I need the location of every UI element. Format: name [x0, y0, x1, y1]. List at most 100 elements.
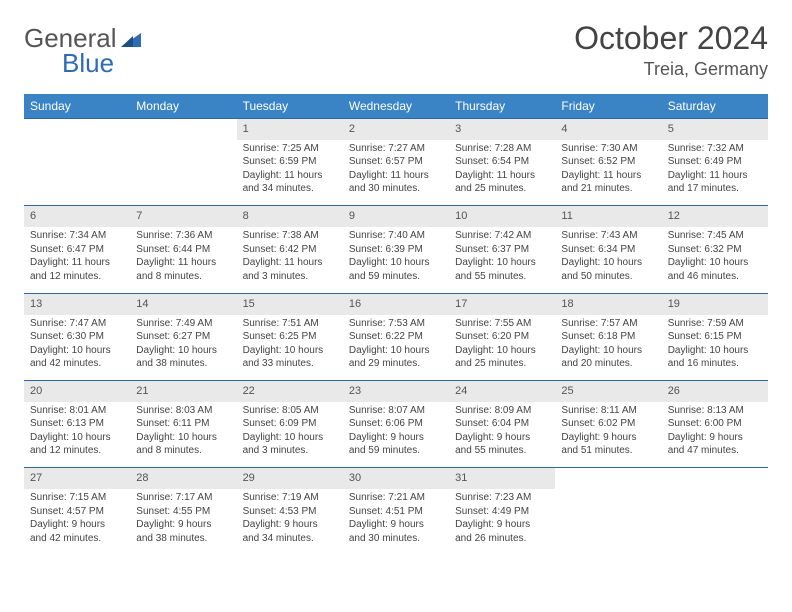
daylight-text: Daylight: 10 hours — [30, 344, 124, 358]
day-number: 22 — [237, 381, 343, 402]
sunset-text: Sunset: 6:20 PM — [455, 330, 549, 344]
daylight-text-2: and 17 minutes. — [668, 182, 762, 196]
sunset-text: Sunset: 6:18 PM — [561, 330, 655, 344]
sunset-text: Sunset: 6:25 PM — [243, 330, 337, 344]
daylight-text: Daylight: 11 hours — [349, 169, 443, 183]
sunset-text: Sunset: 6:59 PM — [243, 155, 337, 169]
sunrise-text: Sunrise: 8:13 AM — [668, 404, 762, 418]
sunset-text: Sunset: 6:42 PM — [243, 243, 337, 257]
day-content-row: Sunrise: 8:01 AMSunset: 6:13 PMDaylight:… — [24, 402, 768, 468]
sunrise-text: Sunrise: 7:23 AM — [455, 491, 549, 505]
daylight-text: Daylight: 10 hours — [136, 431, 230, 445]
sunset-text: Sunset: 4:51 PM — [349, 505, 443, 519]
sunrise-text: Sunrise: 7:43 AM — [561, 229, 655, 243]
sunrise-text: Sunrise: 7:38 AM — [243, 229, 337, 243]
daylight-text-2: and 59 minutes. — [349, 270, 443, 284]
day-number — [130, 119, 236, 140]
daylight-text-2: and 12 minutes. — [30, 270, 124, 284]
daylight-text: Daylight: 9 hours — [136, 518, 230, 532]
weekday-header: Wednesday — [343, 94, 449, 119]
sunrise-text: Sunrise: 7:30 AM — [561, 142, 655, 156]
daylight-text-2: and 3 minutes. — [243, 444, 337, 458]
day-cell: Sunrise: 7:34 AMSunset: 6:47 PMDaylight:… — [24, 227, 130, 293]
daylight-text-2: and 25 minutes. — [455, 182, 549, 196]
sunrise-text: Sunrise: 7:19 AM — [243, 491, 337, 505]
day-cell — [662, 489, 768, 555]
daylight-text: Daylight: 9 hours — [243, 518, 337, 532]
day-cell: Sunrise: 7:28 AMSunset: 6:54 PMDaylight:… — [449, 140, 555, 206]
sunrise-text: Sunrise: 7:27 AM — [349, 142, 443, 156]
sunset-text: Sunset: 6:34 PM — [561, 243, 655, 257]
sunset-text: Sunset: 6:54 PM — [455, 155, 549, 169]
sunset-text: Sunset: 6:00 PM — [668, 417, 762, 431]
title-block: October 2024 Treia, Germany — [574, 20, 768, 80]
day-number: 10 — [449, 206, 555, 227]
weekday-header: Sunday — [24, 94, 130, 119]
day-number: 23 — [343, 381, 449, 402]
daylight-text: Daylight: 10 hours — [455, 256, 549, 270]
day-number: 19 — [662, 293, 768, 314]
daylight-text-2: and 50 minutes. — [561, 270, 655, 284]
daylight-text: Daylight: 9 hours — [668, 431, 762, 445]
day-number-row: 13141516171819 — [24, 293, 768, 314]
day-cell: Sunrise: 7:30 AMSunset: 6:52 PMDaylight:… — [555, 140, 661, 206]
weekday-header: Tuesday — [237, 94, 343, 119]
daylight-text-2: and 21 minutes. — [561, 182, 655, 196]
day-cell: Sunrise: 7:45 AMSunset: 6:32 PMDaylight:… — [662, 227, 768, 293]
day-number — [555, 468, 661, 489]
sunrise-text: Sunrise: 7:15 AM — [30, 491, 124, 505]
sunset-text: Sunset: 4:49 PM — [455, 505, 549, 519]
day-cell — [555, 489, 661, 555]
day-cell: Sunrise: 7:51 AMSunset: 6:25 PMDaylight:… — [237, 315, 343, 381]
sunrise-text: Sunrise: 7:47 AM — [30, 317, 124, 331]
day-number: 8 — [237, 206, 343, 227]
sunset-text: Sunset: 6:02 PM — [561, 417, 655, 431]
daylight-text: Daylight: 10 hours — [30, 431, 124, 445]
daylight-text: Daylight: 11 hours — [136, 256, 230, 270]
sunrise-text: Sunrise: 7:36 AM — [136, 229, 230, 243]
day-cell: Sunrise: 7:49 AMSunset: 6:27 PMDaylight:… — [130, 315, 236, 381]
daylight-text-2: and 59 minutes. — [349, 444, 443, 458]
day-number: 11 — [555, 206, 661, 227]
day-cell — [24, 140, 130, 206]
day-cell: Sunrise: 7:38 AMSunset: 6:42 PMDaylight:… — [237, 227, 343, 293]
day-cell: Sunrise: 8:09 AMSunset: 6:04 PMDaylight:… — [449, 402, 555, 468]
sunrise-text: Sunrise: 7:32 AM — [668, 142, 762, 156]
daylight-text: Daylight: 11 hours — [668, 169, 762, 183]
daylight-text-2: and 42 minutes. — [30, 357, 124, 371]
day-content-row: Sunrise: 7:15 AMSunset: 4:57 PM Daylight:… — [24, 489, 768, 555]
day-cell: Sunrise: 7:23 AMSunset: 4:49 PMDaylight:… — [449, 489, 555, 555]
sunset-text: Sunset: 6:11 PM — [136, 417, 230, 431]
daylight-text: Daylight: 11 hours — [561, 169, 655, 183]
day-number: 12 — [662, 206, 768, 227]
daylight-text-2: and 55 minutes. — [455, 270, 549, 284]
month-title: October 2024 — [574, 20, 768, 57]
daylight-text: Daylight: 11 hours — [243, 256, 337, 270]
day-number: 13 — [24, 293, 130, 314]
day-number-row: 2728293031 — [24, 468, 768, 489]
weekday-header: Monday — [130, 94, 236, 119]
sunset-text: Sunset: 4:57 PM — [30, 505, 124, 519]
daylight-text: Daylight: 11 hours — [455, 169, 549, 183]
day-cell: Sunrise: 7:32 AMSunset: 6:49 PMDaylight:… — [662, 140, 768, 206]
sunset-text: Sunset: 6:37 PM — [455, 243, 549, 257]
sunset-text: Sunset: 6:52 PM — [561, 155, 655, 169]
sunrise-text: Sunrise: 8:05 AM — [243, 404, 337, 418]
day-cell: Sunrise: 7:43 AMSunset: 6:34 PMDaylight:… — [555, 227, 661, 293]
daylight-text-2: and 55 minutes. — [455, 444, 549, 458]
sunrise-text: Sunrise: 7:21 AM — [349, 491, 443, 505]
daylight-text-2: and 42 minutes. — [30, 532, 124, 546]
day-cell — [130, 140, 236, 206]
sunrise-text: Sunrise: 7:49 AM — [136, 317, 230, 331]
daylight-text-2: and 26 minutes. — [455, 532, 549, 546]
daylight-text: Daylight: 9 hours — [561, 431, 655, 445]
sunrise-text: Sunrise: 8:01 AM — [30, 404, 124, 418]
sunset-text: Sunset: 6:49 PM — [668, 155, 762, 169]
daylight-text: Daylight: 10 hours — [349, 256, 443, 270]
sunrise-text: Sunrise: 7:51 AM — [243, 317, 337, 331]
sunset-text: Sunset: 6:13 PM — [30, 417, 124, 431]
sunset-text: Sunset: 6:44 PM — [136, 243, 230, 257]
day-number-row: 20212223242526 — [24, 381, 768, 402]
day-cell: Sunrise: 7:25 AMSunset: 6:59 PMDaylight:… — [237, 140, 343, 206]
sunset-text: Sunset: 6:30 PM — [30, 330, 124, 344]
